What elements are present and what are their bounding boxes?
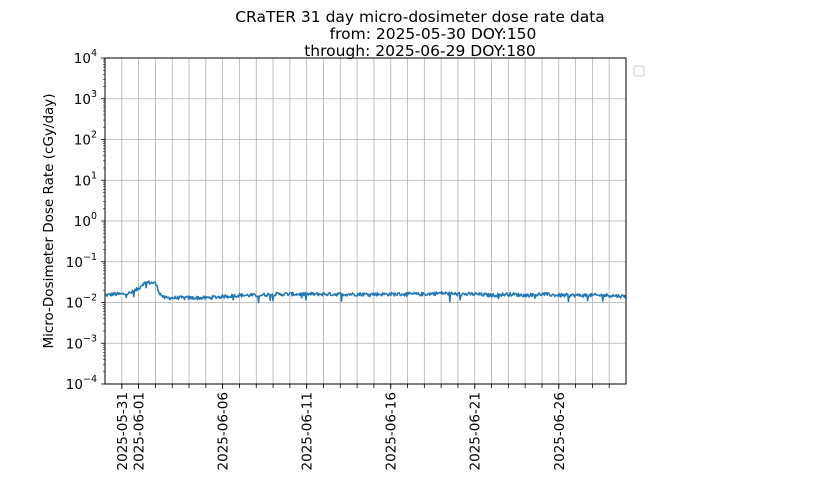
x-tick-label: 2025-06-16 [384,392,400,470]
x-tick-label: 2025-06-26 [552,392,568,470]
y-tick-label: 103 [74,89,97,108]
x-tick-label: 2025-06-11 [300,392,316,470]
x-axis: 2025-05-31 2025-06-01 2025-06-06 2025-06-11… [115,384,610,470]
y-axis-label: Micro-Dosimeter Dose Rate (cGy/day) [41,93,57,348]
x-tick-label: 2025-06-21 [468,392,484,470]
legend-box [633,65,645,77]
grid-lines [105,58,626,384]
y-tick-label: 10−3 [66,333,97,352]
y-tick-label: 10−1 [66,252,97,271]
y-tick-label: 101 [74,170,97,189]
title-line-3: through: 2025-06-29 DOY:180 [304,42,536,60]
title-line-1: CRaTER 31 day micro-dosimeter dose rate … [235,8,605,26]
chart-title: CRaTER 31 day micro-dosimeter dose rate … [235,8,605,60]
x-tick-label: 2025-05-31 [115,392,131,470]
title-line-2: from: 2025-05-30 DOY:150 [330,25,537,43]
y-tick-label: 10−2 [66,293,97,312]
x-tick-label: 2025-06-01 [132,392,148,470]
y-axis: 104 103 102 101 100 10−1 10−2 10−3 10−4 [66,48,105,393]
y-tick-label: 102 [74,130,97,149]
series-line [104,280,627,304]
y-tick-label: 100 [74,211,97,230]
series-layer [104,280,627,304]
y-tick-label: 10−4 [66,374,97,393]
x-tick-label: 2025-06-06 [216,392,232,470]
y-tick-label: 104 [74,48,97,67]
